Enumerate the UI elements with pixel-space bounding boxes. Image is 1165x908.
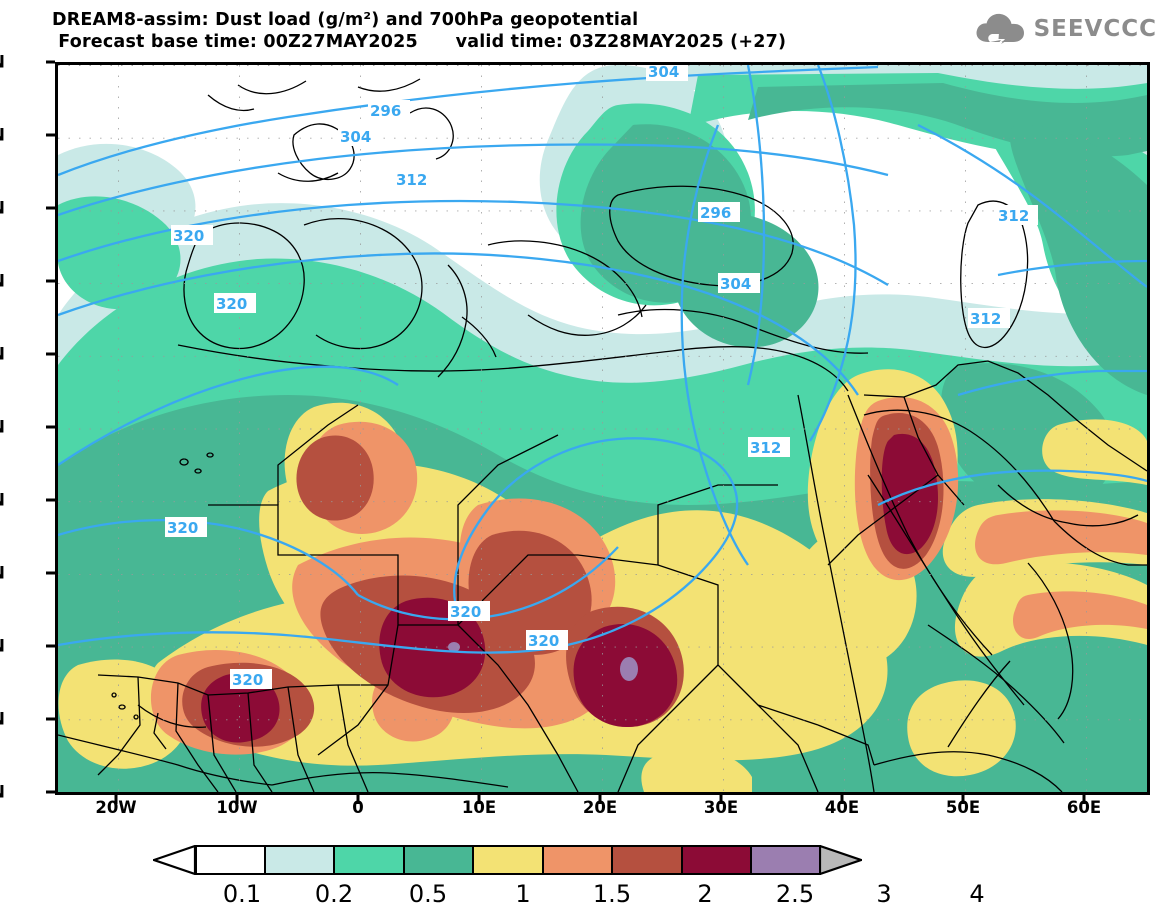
map-plot-area[interactable]: 296 304 312 320 320 320 320 320 320 296 … [55,62,1150,795]
y-tick-mark [46,279,55,283]
x-tick-mark [235,795,239,804]
y-tick-label: 15N [0,637,5,656]
colorbar-tick-label: 0.1 [222,880,262,908]
y-tick-label: 55N [0,53,5,72]
y-tick-label: 40N [0,272,5,291]
colorbar-tick-label: 1.5 [592,880,632,908]
svg-text:304: 304 [720,275,751,293]
colorbar-segment [751,845,821,875]
y-tick-mark [46,571,55,575]
contour-label-top: 304 [646,65,688,81]
contour-labels: 296 304 312 320 320 320 320 320 320 296 … [165,100,1038,689]
y-tick-label: 25N [0,491,5,510]
y-tick-label: 45N [0,199,5,218]
svg-text:320: 320 [167,519,198,537]
y-tick-mark [46,425,55,429]
colorbar-segment [403,845,473,875]
svg-text:320: 320 [528,632,559,650]
svg-text:312: 312 [998,207,1029,225]
svg-text:296: 296 [700,204,731,222]
colorbar-segment [542,845,612,875]
x-tick-label: 20W [95,798,137,817]
x-tick-mark [961,795,965,804]
svg-text:312: 312 [970,310,1001,328]
svg-text:320: 320 [450,603,481,621]
y-tick-mark [46,644,55,648]
forecast-time-subtitle: Forecast base time: 00Z27MAY2025 valid t… [52,32,787,52]
x-tick-mark [598,795,602,804]
y-tick-label: 50N [0,126,5,145]
svg-text:320: 320 [216,295,247,313]
dust-load-map: 296 304 312 320 320 320 320 320 320 296 … [58,65,1147,792]
colorbar-tick-label: 1 [515,880,531,908]
x-tick-label: 0 [352,798,364,817]
page-title: DREAM8-assim: Dust load (g/m²) and 700hP… [52,10,639,30]
x-tick-mark [1082,795,1086,804]
y-tick-label: 10N [0,710,5,729]
colorbar-segment [612,845,682,875]
seevccc-logo: SEEVCCC [974,12,1157,46]
svg-text:296: 296 [370,102,401,120]
colorbar-segment [681,845,751,875]
colorbar-tick-label: 3 [876,880,892,908]
x-tick-mark [477,795,481,804]
y-tick-label: 35N [0,345,5,364]
colorbar-segment [473,845,543,875]
colorbar-tick-label: 0.2 [314,880,354,908]
colorbar-over-arrow [820,845,862,875]
svg-text:320: 320 [173,227,204,245]
x-tick-label: 20E [582,798,618,817]
dust-band-3 [448,642,638,681]
y-tick-label: 20N [0,564,5,583]
x-tick-mark [719,795,723,804]
cloud-icon [976,13,1024,44]
y-tick-label: 5N [0,783,5,802]
colorbar-tick-label: 2 [697,880,713,908]
svg-text:304: 304 [340,128,371,146]
colorbar-tick-label: 4 [969,880,985,908]
svg-text:312: 312 [396,171,427,189]
coastlines-and-borders [58,78,1147,792]
x-tick-label: 60E [1066,798,1102,817]
y-tick-mark [46,206,55,210]
colorbar-under-arrow [153,845,195,875]
colorbar-segment [334,845,404,875]
x-tick-label: 10W [216,798,258,817]
y-tick-mark [46,133,55,137]
x-tick-label: 10E [461,798,497,817]
y-tick-mark [46,60,55,64]
logo-text: SEEVCCC [1033,16,1157,42]
chart-header: DREAM8-assim: Dust load (g/m²) and 700hP… [0,0,1165,58]
colorbar-segment [195,845,265,875]
y-tick-label: 30N [0,418,5,437]
x-tick-mark [356,795,360,804]
y-tick-mark [46,352,55,356]
colorbar-segments [195,845,821,875]
x-tick-mark [114,795,118,804]
colorbar-tick-label: 0.5 [408,880,448,908]
x-tick-label: 50E [945,798,981,817]
x-tick-label: 40E [824,798,860,817]
svg-text:320: 320 [232,671,263,689]
svg-text:312: 312 [750,439,781,457]
colorbar-segment [264,845,334,875]
svg-text:304: 304 [648,65,679,81]
y-tick-mark [46,498,55,502]
x-tick-mark [840,795,844,804]
colorbar-tick-label: 2.5 [775,880,815,908]
y-tick-mark [46,717,55,721]
colorbar: 0.1 0.2 0.5 1 1.5 2 2.5 3 4 [0,840,1165,908]
x-tick-label: 30E [703,798,739,817]
y-tick-mark [46,790,55,794]
